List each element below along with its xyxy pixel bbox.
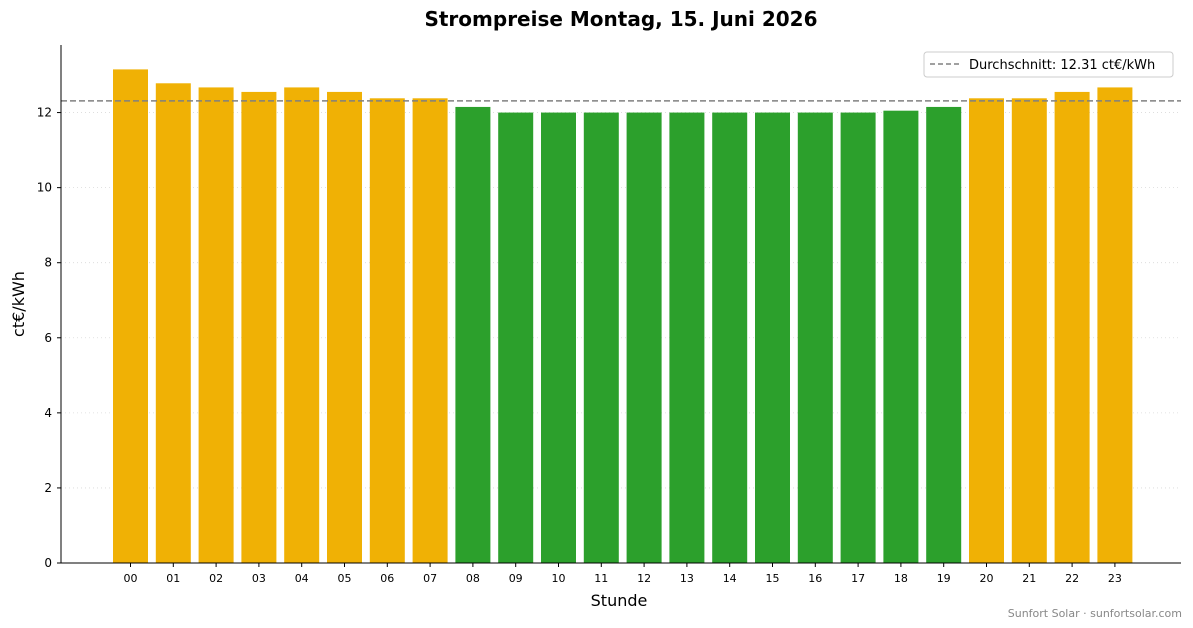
- y-tick-label: 8: [44, 256, 52, 270]
- x-axis-ticks: 00 01 02 03 04 05 06 07 08 09 10 11 12 13 14 15 16 17 18 19…: [124, 563, 1122, 585]
- x-tick-label: 15: [766, 572, 780, 585]
- bar-17: [840, 112, 876, 563]
- x-tick-label: 22: [1065, 572, 1079, 585]
- x-tick-label: 01: [166, 572, 180, 585]
- x-tick-label: 02: [209, 572, 223, 585]
- x-tick-label: 20: [980, 572, 994, 585]
- credit-text: Sunfort Solar · sunfortsolar.com: [1008, 607, 1182, 620]
- x-tick-label: 10: [552, 572, 566, 585]
- y-axis-ticks: 0 2 4 6 8 10 12: [37, 106, 61, 570]
- legend: Durchschnitt: 12.31 ct€/kWh: [923, 51, 1174, 78]
- x-tick-label: 00: [124, 572, 138, 585]
- bar-18: [883, 110, 919, 563]
- y-tick-label: 0: [44, 556, 52, 570]
- bar-01: [155, 83, 191, 563]
- bar-00: [113, 69, 148, 563]
- y-tick-label: 2: [44, 481, 52, 495]
- bar-20: [969, 98, 1004, 563]
- bar-02: [198, 87, 234, 563]
- bar-05: [327, 91, 362, 563]
- bar-06: [369, 98, 405, 563]
- bar-04: [284, 87, 320, 563]
- y-tick-label: 12: [37, 106, 52, 120]
- x-tick-label: 13: [680, 572, 694, 585]
- x-tick-label: 11: [594, 572, 608, 585]
- chart-title: Strompreise Montag, 15. Juni 2026: [424, 7, 817, 31]
- x-axis-label: Stunde: [591, 591, 648, 610]
- y-tick-label: 6: [44, 331, 52, 345]
- bar-14: [712, 112, 748, 563]
- bar-03: [241, 91, 277, 563]
- bars: [113, 69, 1133, 563]
- bar-22: [1054, 91, 1090, 563]
- legend-entry-average: Durchschnitt: 12.31 ct€/kWh: [969, 58, 1155, 73]
- y-tick-label: 4: [44, 406, 52, 420]
- x-tick-label: 19: [937, 572, 951, 585]
- bar-13: [669, 112, 705, 563]
- y-tick-label: 10: [37, 181, 52, 195]
- bar-07: [412, 98, 448, 563]
- bar-12: [626, 112, 662, 563]
- x-tick-label: 14: [723, 572, 737, 585]
- bar-08: [455, 106, 491, 563]
- x-tick-label: 17: [851, 572, 865, 585]
- x-tick-label: 21: [1022, 572, 1036, 585]
- bar-10: [541, 112, 576, 563]
- bar-21: [1011, 98, 1047, 563]
- x-tick-label: 04: [295, 572, 309, 585]
- x-tick-label: 12: [637, 572, 651, 585]
- bar-11: [583, 112, 619, 563]
- bar-09: [498, 112, 534, 563]
- grid: [61, 112, 1181, 489]
- x-tick-label: 08: [466, 572, 480, 585]
- x-tick-label: 03: [252, 572, 266, 585]
- y-axis-label: ct€/kWh: [9, 271, 28, 337]
- x-tick-label: 16: [808, 572, 822, 585]
- legend-box: [923, 51, 1174, 78]
- bar-16: [797, 112, 833, 563]
- x-tick-label: 06: [380, 572, 394, 585]
- bar-23: [1097, 87, 1133, 563]
- x-tick-label: 18: [894, 572, 908, 585]
- x-tick-label: 07: [423, 572, 437, 585]
- bar-19: [926, 106, 962, 563]
- x-tick-label: 23: [1108, 572, 1122, 585]
- bar-15: [755, 112, 790, 563]
- x-tick-label: 09: [509, 572, 523, 585]
- x-tick-label: 05: [338, 572, 352, 585]
